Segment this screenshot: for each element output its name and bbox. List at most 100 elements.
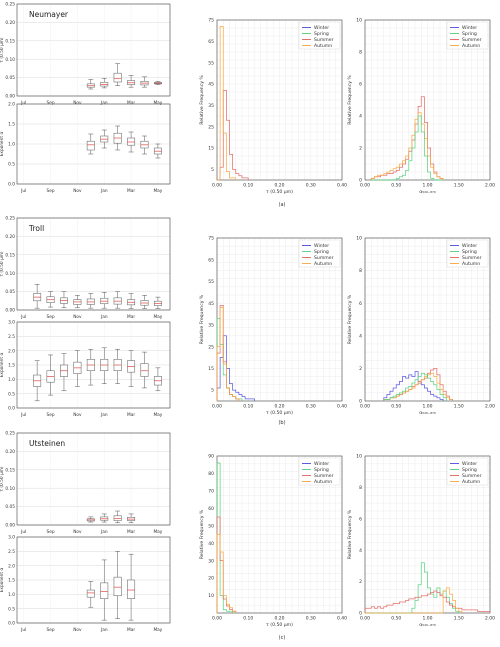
box-1	[46, 291, 55, 308]
y-tick-label: 2	[359, 579, 362, 585]
box-3	[127, 513, 136, 524]
y-tick-label: 2.0	[8, 348, 15, 354]
y-tick-label: 0.10	[5, 57, 15, 63]
y-tick-label: 8	[359, 268, 362, 274]
box-3	[73, 295, 82, 309]
y-tick-label: 45	[208, 301, 214, 307]
y-tick-label: 2.5	[8, 549, 15, 555]
y-tick-label: 5	[211, 388, 214, 394]
x-tick-label: 1.50	[454, 404, 464, 410]
x-tick-label: Jul	[20, 188, 26, 194]
box-iqr	[113, 576, 122, 597]
x-tick-label: 0.30	[306, 404, 316, 410]
x-tick-label: 1.00	[422, 183, 432, 189]
x-tick-label: Sep	[46, 412, 54, 418]
y-tick-label: 80	[208, 471, 214, 477]
y-tick-label: 2.0	[8, 102, 15, 108]
panel-label: (b)	[278, 420, 285, 426]
legend-label: Autumn	[462, 479, 480, 485]
x-tick-label: 0.50	[391, 183, 401, 189]
series-autumn	[365, 587, 463, 614]
x-tick-label: 0.40	[337, 616, 347, 622]
y-tick-label: 0.00	[5, 308, 15, 314]
panel-label: (a)	[279, 202, 286, 208]
y-tick-label: 0.0	[8, 182, 15, 188]
y-tick-label: 55	[208, 60, 214, 66]
y-tick-label: 4	[359, 114, 362, 120]
box-9	[153, 367, 162, 392]
legend-label: Summer	[462, 255, 482, 261]
legend-label: Summer	[462, 473, 482, 479]
y-axis-label: τ (0.50 μm)	[0, 466, 5, 491]
box-5	[100, 347, 109, 384]
y-tick-label: 6	[359, 301, 362, 307]
x-axis-label: τ (0.50 μm)	[266, 189, 293, 195]
x-tick-label: Mar	[127, 627, 135, 633]
legend-label: Summer	[314, 255, 334, 261]
y-tick-label: 10	[356, 454, 362, 460]
y-tick-label: 25	[208, 344, 214, 350]
box-iqr	[140, 363, 149, 377]
y-tick-label: 0.15	[5, 467, 15, 473]
y-tick-label: 0.10	[5, 486, 15, 492]
y-tick-label: 8	[359, 50, 362, 56]
y-tick-label: 75	[208, 236, 214, 242]
y-tick-label: 0.10	[5, 271, 15, 277]
x-tick-label: 0.40	[337, 404, 347, 410]
y-axis-label: Exponent α	[0, 353, 5, 378]
x-tick-label: Jan	[100, 100, 108, 106]
y-tick-label: 10	[356, 236, 362, 242]
x-tick-label: Sep	[46, 529, 54, 535]
legend-label: Winter	[314, 243, 329, 249]
x-tick-label: 2.00	[485, 616, 495, 622]
plot-frame	[16, 103, 171, 185]
plot-frame	[16, 536, 171, 624]
x-tick-label: Nov	[73, 314, 82, 320]
series-spring	[216, 462, 233, 613]
y-tick-label: 1.0	[8, 592, 15, 598]
y-tick-label: 20	[208, 576, 214, 582]
series-spring	[383, 372, 447, 401]
x-axis-label: α₅₄₀₋₈₇₀	[419, 411, 436, 416]
legend-box	[446, 457, 489, 486]
legend-label: Summer	[314, 37, 334, 43]
box-0	[86, 581, 95, 608]
box-iqr	[113, 72, 122, 83]
box-3	[73, 350, 82, 387]
series-autumn	[370, 112, 444, 180]
box-3	[127, 75, 136, 88]
y-tick-label: 0.25	[5, 431, 15, 437]
y-tick-label: 6	[359, 516, 362, 522]
y-tick-label: 1.5	[8, 122, 15, 128]
y-tick-label: 0.05	[5, 289, 15, 295]
series-autumn	[216, 534, 237, 613]
legend-box	[298, 239, 341, 268]
y-tick-label: 3.0	[8, 320, 15, 326]
y-tick-label: 0.20	[5, 234, 15, 240]
y-tick-label: 5	[211, 167, 214, 173]
box-5	[100, 292, 109, 309]
x-tick-label: May	[153, 314, 162, 320]
y-tick-label: 10	[356, 18, 362, 24]
legend-label: Autumn	[314, 43, 332, 49]
x-tick-label: May	[153, 412, 162, 418]
legend-box	[298, 457, 341, 486]
series-summer	[217, 90, 249, 181]
legend-label: Spring	[314, 467, 329, 473]
y-tick-label: 0.0	[8, 406, 15, 412]
x-tick-label: Mar	[127, 412, 135, 418]
legend-label: Winter	[462, 243, 477, 249]
series-autumn	[216, 307, 240, 401]
box-1	[100, 78, 109, 89]
box-2	[113, 510, 122, 524]
y-tick-label: 1.5	[8, 363, 15, 369]
x-axis-label: α₅₄₀₋₈₇₀	[419, 623, 436, 628]
legend-label: Autumn	[314, 479, 332, 485]
plot-frame	[16, 432, 171, 526]
x-tick-label: Jul	[20, 100, 26, 106]
x-tick-label: Mar	[127, 314, 135, 320]
